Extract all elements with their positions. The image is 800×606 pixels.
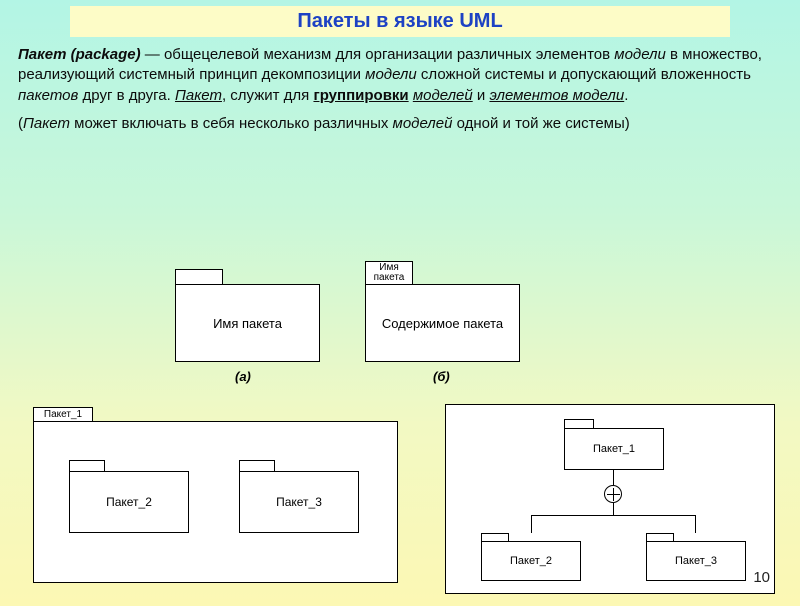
outer-package-tab: Пакет_1	[33, 407, 93, 422]
package-a-label: Имя пакета	[213, 316, 282, 331]
tree-line	[613, 470, 614, 486]
term-package: Пакет (package)	[18, 46, 141, 63]
package-b-tab: Имя пакета	[365, 261, 413, 285]
note-paragraph: (Пакет может включать в себя несколько р…	[18, 114, 782, 134]
package-b-body: Содержимое пакета	[382, 316, 503, 331]
caption-a: (а)	[235, 369, 251, 384]
definition-paragraph: Пакет (package) — общецелевой механизм д…	[18, 45, 782, 106]
package-notation-row: Имя пакета Имя пакета Содержимое пакета …	[175, 269, 635, 399]
page-title: Пакеты в языке UML	[70, 10, 730, 33]
title-bar: Пакеты в языке UML	[70, 6, 730, 37]
package-tree: Пакет_1 Пакет_2 Пакет_3	[445, 404, 775, 594]
caption-b: (б)	[433, 369, 450, 384]
outer-package-body: Пакет_2 Пакет_3	[33, 421, 398, 583]
tree-plus-icon	[604, 485, 622, 503]
page-number: 10	[753, 569, 770, 586]
